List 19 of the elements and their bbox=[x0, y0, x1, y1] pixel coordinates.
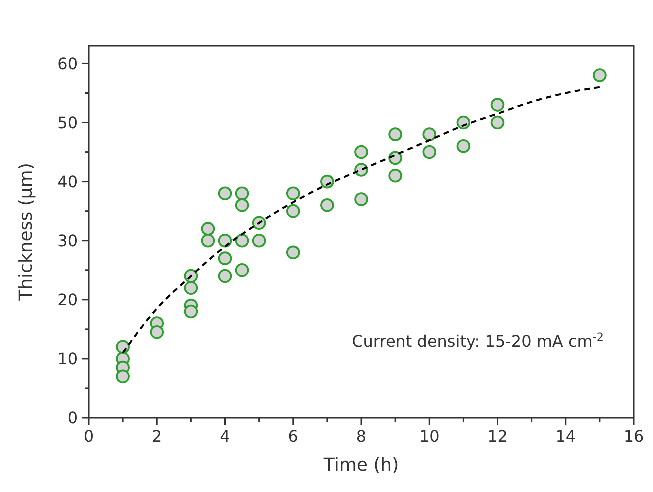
y-tick-label: 0 bbox=[68, 408, 78, 428]
x-tick-label: 0 bbox=[84, 427, 94, 446]
x-tick-label: 16 bbox=[624, 427, 644, 446]
x-tick-label: 4 bbox=[220, 427, 230, 446]
y-tick-label: 50 bbox=[58, 113, 78, 132]
y-tick-label: 20 bbox=[58, 290, 78, 310]
y-tick-label: 60 bbox=[58, 54, 78, 74]
y-tick-label: 40 bbox=[58, 172, 78, 192]
annotation: Current density: 15-20 mA cm$^{-2}$ bbox=[352, 330, 604, 351]
x-tick-label: 2 bbox=[152, 427, 162, 446]
x-tick-label: 14 bbox=[556, 427, 576, 446]
y-axis-title: Thickness (µm) bbox=[16, 163, 37, 302]
y-tick-label: 10 bbox=[58, 350, 78, 369]
x-tick-label: 8 bbox=[356, 427, 367, 446]
x-tick-label: 10 bbox=[419, 427, 440, 446]
y-tick-label: 30 bbox=[58, 231, 78, 250]
x-tick-label: 12 bbox=[488, 427, 508, 446]
x-tick-label: 6 bbox=[288, 427, 298, 446]
x-axis-title: Time (h) bbox=[322, 455, 400, 476]
